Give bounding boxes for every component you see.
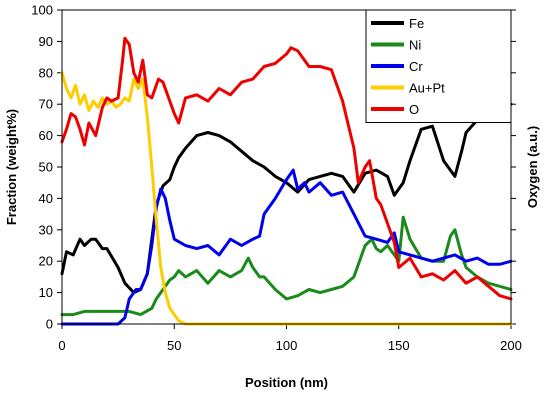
legend-label-o: O <box>409 102 419 117</box>
x-axis-title: Position (nm) <box>245 375 328 390</box>
y-tick-label: 60 <box>39 128 53 143</box>
x-tick-label: 50 <box>167 338 181 353</box>
y-tick-label: 10 <box>39 285 53 300</box>
x-tick-label: 100 <box>276 338 298 353</box>
y2-axis-title: Oxygen (a.u.) <box>525 126 540 208</box>
y-tick-label: 80 <box>39 65 53 80</box>
legend-label-au-pt: Au+Pt <box>409 81 445 96</box>
y-tick-label: 90 <box>39 34 53 49</box>
x-tick-label: 150 <box>388 338 410 353</box>
x-axis-ticks: 0 50 100 150 200 <box>58 324 522 353</box>
x-tick-label: 0 <box>58 338 65 353</box>
x-tick-label: 200 <box>500 338 522 353</box>
y-tick-label: 20 <box>39 254 53 269</box>
series-line-fe <box>60 102 513 295</box>
y-tick-label: 30 <box>39 222 53 237</box>
plot-frame <box>61 9 512 325</box>
y-axis-title: Fraction (weight%) <box>4 109 19 225</box>
legend-label-ni: Ni <box>409 38 421 53</box>
legend: Fe Ni Cr Au+Pt O <box>365 9 512 123</box>
series-line-o <box>60 36 513 301</box>
y-axis-ticks: 0 10 20 30 40 50 60 70 80 90 100 <box>31 3 516 332</box>
y-tick-label: 100 <box>31 3 53 18</box>
y-tick-label: 40 <box>39 191 53 206</box>
y-tick-label: 70 <box>39 97 53 112</box>
y-tick-label: 50 <box>39 160 53 175</box>
y-tick-label: 0 <box>46 317 53 332</box>
legend-label-cr: Cr <box>409 59 423 74</box>
series-line-cr <box>60 168 513 326</box>
legend-label-fe: Fe <box>409 16 424 31</box>
